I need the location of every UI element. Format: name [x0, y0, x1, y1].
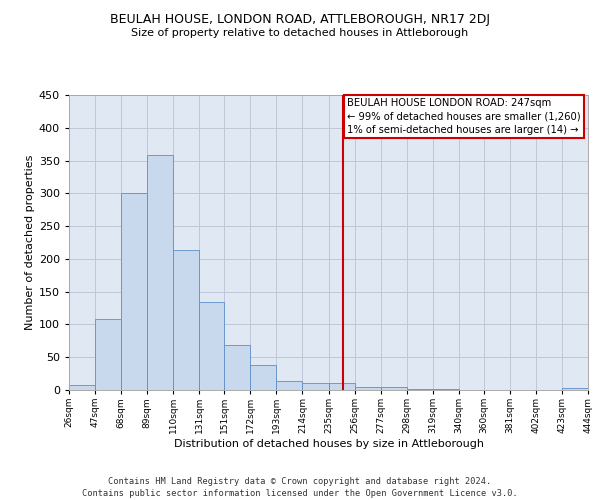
Bar — [224, 346, 250, 390]
Bar — [302, 384, 329, 390]
Bar — [380, 386, 407, 390]
X-axis label: Distribution of detached houses by size in Attleborough: Distribution of detached houses by size … — [173, 439, 484, 449]
Bar — [95, 319, 121, 390]
Bar — [69, 386, 95, 390]
Bar — [407, 388, 433, 390]
Text: Size of property relative to detached houses in Attleborough: Size of property relative to detached ho… — [131, 28, 469, 38]
Text: BEULAH HOUSE LONDON ROAD: 247sqm
← 99% of detached houses are smaller (1,260)
1%: BEULAH HOUSE LONDON ROAD: 247sqm ← 99% o… — [347, 98, 581, 134]
Text: BEULAH HOUSE, LONDON ROAD, ATTLEBOROUGH, NR17 2DJ: BEULAH HOUSE, LONDON ROAD, ATTLEBOROUGH,… — [110, 12, 490, 26]
Y-axis label: Number of detached properties: Number of detached properties — [25, 155, 35, 330]
Bar — [250, 365, 277, 390]
Bar — [329, 384, 355, 390]
Bar — [562, 388, 588, 390]
Bar — [199, 302, 224, 390]
Bar — [147, 156, 173, 390]
Bar — [173, 250, 199, 390]
Bar — [121, 194, 147, 390]
Bar — [355, 386, 380, 390]
Bar — [277, 382, 302, 390]
Text: Contains HM Land Registry data © Crown copyright and database right 2024.
Contai: Contains HM Land Registry data © Crown c… — [82, 476, 518, 498]
